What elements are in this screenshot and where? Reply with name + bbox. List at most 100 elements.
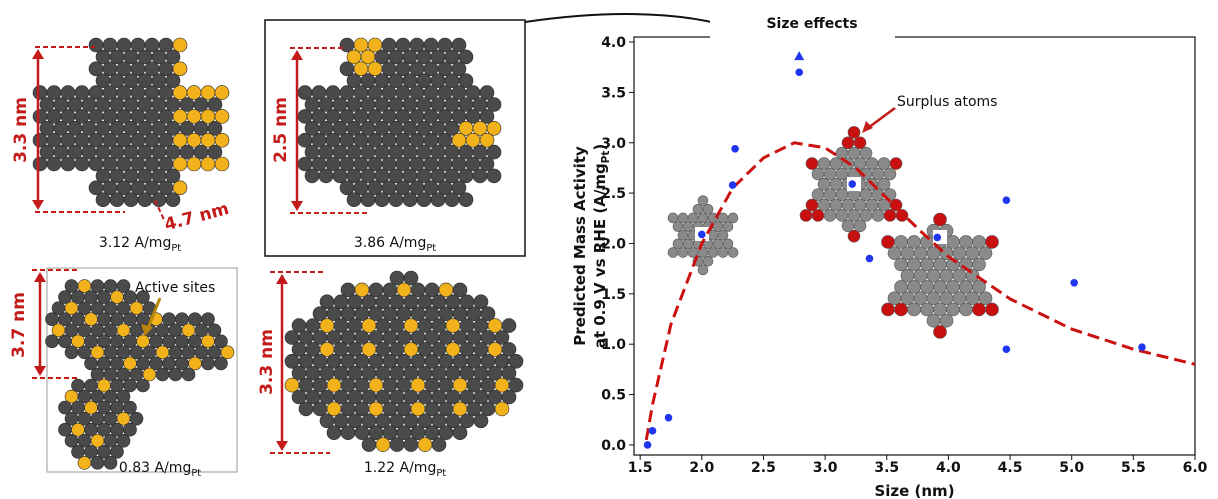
text-part: 0.83 A/mg [119,460,191,476]
atom [374,97,390,112]
atom [978,291,993,306]
atom [353,109,369,124]
atom [423,109,439,124]
atom [130,180,146,196]
atom [402,97,418,112]
atom [103,456,118,470]
atom [389,294,405,310]
atom [410,306,426,322]
atom [395,132,411,148]
atom [410,282,426,298]
atom [465,85,481,100]
atom [479,85,495,100]
atom [823,167,837,181]
surplus-atom [847,126,861,139]
atom [297,132,313,148]
atom [346,121,362,136]
y-axis-label: at 0.9 V vs RHE (A/mgPt) [591,144,612,349]
atom [60,85,76,100]
atom [284,353,300,369]
atom [907,257,921,272]
atom [409,61,425,77]
atom [346,97,362,112]
atom [304,97,320,112]
atom [318,97,334,112]
atom [207,97,223,112]
atom [389,389,405,405]
gold-atom [361,318,377,333]
atom [403,270,419,286]
atom [472,97,488,112]
atom [972,235,986,249]
atom [381,180,397,196]
atom [305,342,321,357]
atom [382,282,398,298]
atom [360,97,376,112]
atom [158,109,174,124]
atom [959,280,973,294]
arrow-head [32,49,44,59]
atom [933,302,947,317]
atom [319,389,335,405]
gold-atom [186,132,202,148]
annotation: Surplus atoms [897,94,997,110]
atom [319,413,335,429]
atom [672,221,684,232]
atom [853,157,867,170]
atom [95,121,111,136]
data-point [698,230,706,239]
atom [123,144,139,160]
atom [389,342,405,357]
atom [416,168,432,184]
atom [116,279,131,293]
atom [88,180,104,196]
surplus-atom [805,198,819,212]
arrow-head [32,200,44,210]
surplus-atom [894,302,908,317]
data-point [794,51,805,61]
surplus-atom [883,209,897,222]
atom [207,323,222,338]
atom [325,132,341,148]
atom [354,353,370,369]
atom [333,318,349,333]
atom [865,157,879,170]
atom [382,401,398,417]
atom [165,192,181,207]
atom [90,456,105,470]
atom [332,97,348,112]
atom [312,377,328,393]
atom [151,168,167,184]
atom [437,156,453,172]
atom [416,97,432,112]
atom [952,246,967,261]
atom [389,437,405,452]
y-tick-label: 4.0 [601,35,626,51]
atom [667,212,679,224]
gold-atom [284,377,300,393]
gold-atom [487,318,503,333]
atom [381,132,397,148]
atom [181,367,196,382]
arrow-head [141,324,153,336]
atom [416,73,432,88]
atom [466,353,482,369]
atom [46,156,62,172]
atom [395,109,411,124]
gold-atom [472,121,488,136]
atom [423,132,439,148]
gold-atom [354,282,370,298]
atom [939,313,954,328]
atom [151,192,167,207]
atom [340,353,356,369]
atom [158,156,174,172]
atom [193,121,209,136]
atom [340,330,356,345]
atom [297,109,313,124]
atom [859,188,873,201]
atom [811,188,825,201]
atom [409,37,425,53]
surplus-atom [853,136,867,150]
atom [297,156,313,172]
atom [123,400,137,415]
